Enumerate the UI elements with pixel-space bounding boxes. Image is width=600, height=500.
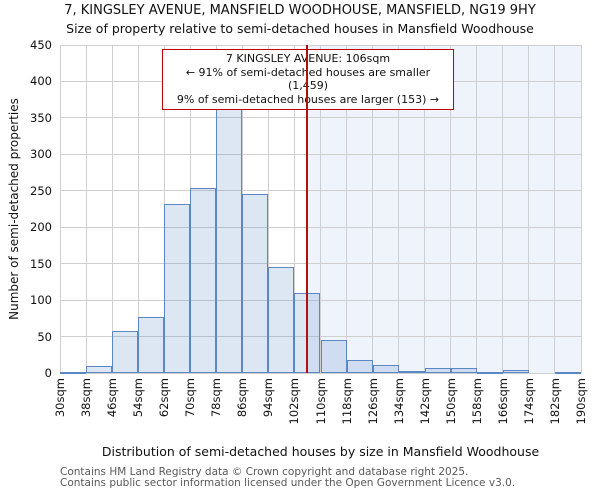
histogram-bar (346, 359, 373, 373)
x-gridline (320, 45, 321, 373)
x-tick-label: 46sqm (105, 378, 120, 418)
x-gridline (346, 45, 348, 373)
x-tick-label: 86sqm (235, 378, 250, 418)
histogram-bar (502, 370, 529, 373)
x-gridline (59, 45, 61, 373)
x-gridline (502, 45, 504, 373)
histogram-bar (164, 203, 191, 373)
histogram-bar (86, 365, 113, 373)
y-tick-label: 250 (30, 183, 52, 198)
y-tick-label: 0 (44, 366, 52, 380)
x-gridline (267, 45, 269, 373)
histogram-bar (138, 316, 165, 373)
histogram-bar (424, 367, 451, 373)
x-tick-label: 70sqm (183, 378, 198, 418)
chart-title: 7, KINGSLEY AVENUE, MANSFIELD WOODHOUSE,… (64, 3, 536, 18)
x-gridline (372, 45, 374, 373)
x-tick-label: 62sqm (157, 378, 172, 418)
x-gridline (424, 45, 426, 373)
x-tick-label: 182sqm (547, 378, 562, 425)
property-size-marker-line (306, 45, 309, 373)
x-gridline (293, 45, 295, 373)
y-axis-label: Number of semi-detached properties (7, 98, 21, 320)
histogram-bar (554, 372, 581, 375)
histogram-bar (216, 99, 243, 373)
x-tick-label: 142sqm (417, 378, 432, 425)
x-gridline (554, 45, 556, 373)
x-tick-label: 38sqm (79, 378, 94, 418)
y-tick-label: 100 (30, 293, 52, 308)
x-tick-label: 78sqm (209, 378, 224, 418)
x-gridline (528, 45, 530, 373)
x-gridline (476, 45, 478, 373)
y-gridline (60, 372, 581, 374)
x-tick-label: 150sqm (443, 378, 458, 425)
y-tick-label: 150 (30, 256, 52, 271)
histogram-bar (398, 370, 425, 373)
histogram-bar (450, 367, 477, 373)
x-tick-label: 30sqm (53, 378, 67, 418)
x-tick-label: 94sqm (261, 378, 276, 418)
x-tick-label: 126sqm (365, 378, 380, 425)
x-gridline (111, 45, 113, 373)
x-tick-label: 190sqm (574, 378, 588, 425)
x-gridline (398, 45, 400, 373)
y-tick-label: 350 (30, 110, 52, 125)
footer-attribution-line1: Contains HM Land Registry data © Crown c… (60, 466, 469, 478)
x-tick-label: 118sqm (339, 378, 354, 425)
histogram-bar (190, 187, 217, 373)
x-gridline (580, 45, 582, 373)
y-tick-label: 200 (30, 220, 52, 235)
histogram-bar (320, 340, 347, 373)
x-gridline (137, 45, 139, 373)
histogram-bar (476, 371, 503, 374)
x-tick-label: 102sqm (287, 378, 302, 425)
x-axis-label: Distribution of semi-detached houses by … (101, 444, 540, 459)
y-tick-label: 400 (30, 74, 52, 89)
y-tick-label: 300 (30, 147, 52, 162)
y-tick-label: 450 (30, 38, 52, 52)
histogram-bar (60, 371, 87, 374)
chart-subtitle: Size of property relative to semi-detach… (66, 21, 534, 36)
x-tick-label: 110sqm (313, 378, 328, 425)
x-gridline (85, 45, 87, 373)
y-tick-label: 50 (37, 329, 52, 344)
x-tick-label: 166sqm (495, 378, 510, 425)
histogram-bar (112, 330, 139, 373)
histogram-bar (372, 364, 399, 373)
footer-attribution-line2: Contains public sector information licen… (60, 477, 516, 489)
histogram-bar (242, 194, 269, 373)
histogram-bar (268, 266, 295, 373)
x-tick-label: 134sqm (391, 378, 406, 425)
x-tick-label: 174sqm (521, 378, 536, 425)
x-tick-label: 54sqm (131, 378, 146, 418)
x-gridline (450, 45, 452, 373)
x-tick-label: 158sqm (469, 378, 484, 425)
